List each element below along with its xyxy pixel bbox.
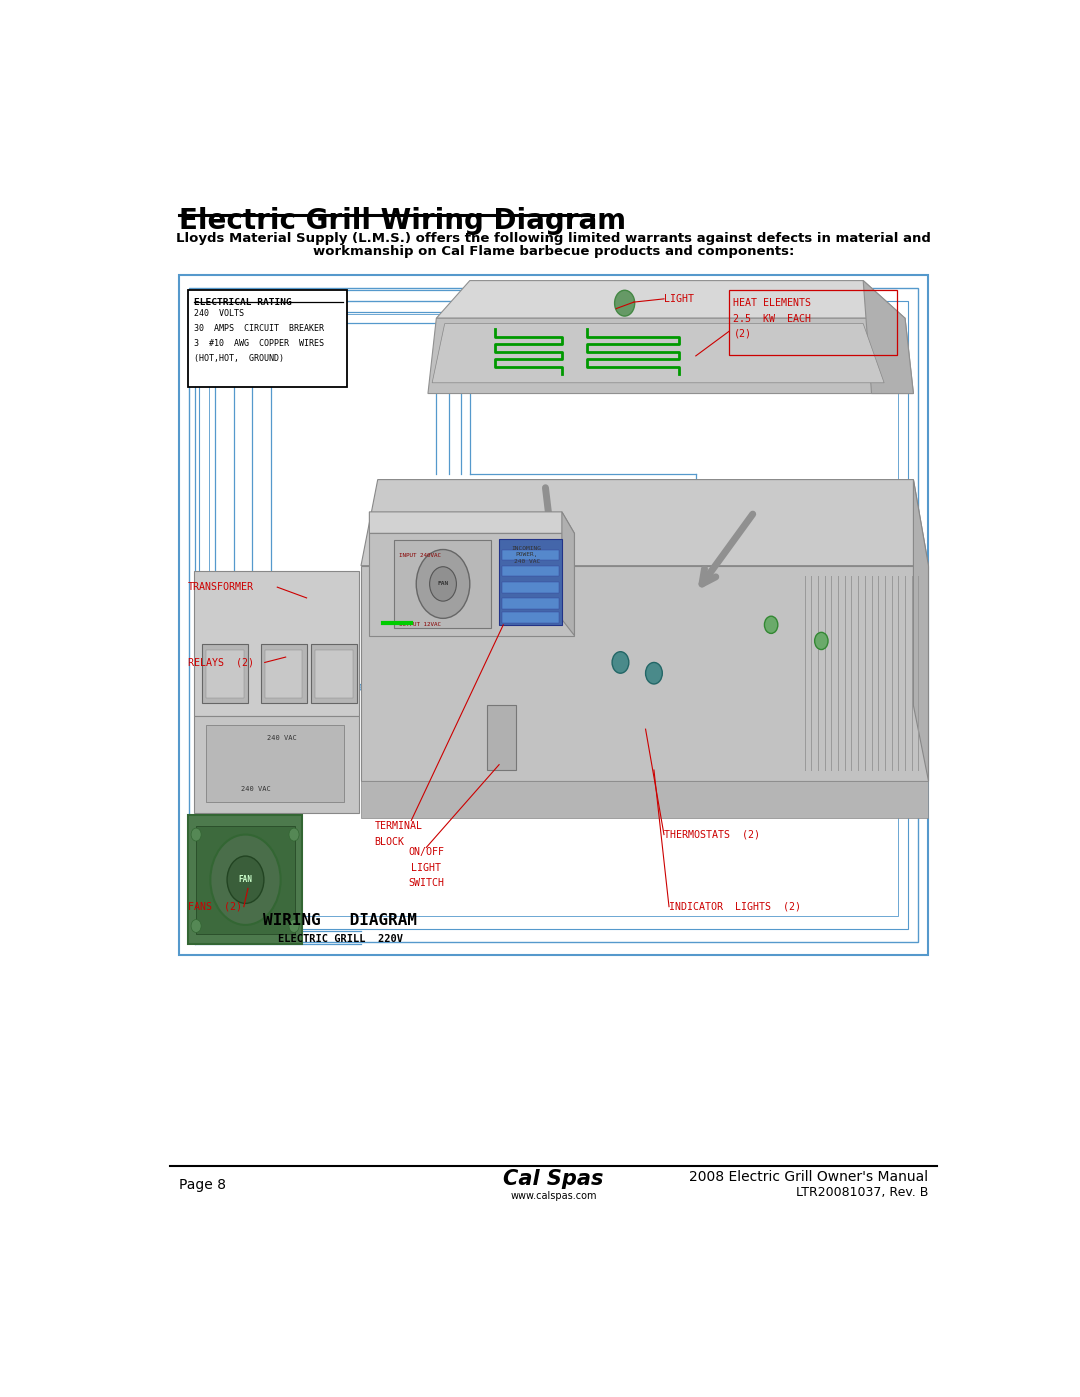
- Circle shape: [615, 291, 635, 316]
- Bar: [260, 644, 307, 703]
- Bar: [188, 291, 347, 387]
- Text: INPUT 240VAC: INPUT 240VAC: [399, 553, 441, 559]
- Text: ELECTRIC GRILL  220V: ELECTRIC GRILL 220V: [278, 935, 403, 944]
- Text: 3  #10  AWG  COPPER  WIRES: 3 #10 AWG COPPER WIRES: [193, 338, 324, 348]
- Circle shape: [765, 616, 778, 633]
- Polygon shape: [369, 534, 575, 636]
- Circle shape: [416, 549, 470, 619]
- Text: (2): (2): [733, 330, 752, 339]
- Circle shape: [211, 834, 281, 925]
- Text: 30  AMPS  CIRCUIT  BREAKER: 30 AMPS CIRCUIT BREAKER: [193, 324, 324, 332]
- Text: BLOCK: BLOCK: [375, 837, 404, 847]
- Text: INDICATOR  LIGHTS  (2): INDICATOR LIGHTS (2): [669, 901, 801, 912]
- Polygon shape: [863, 281, 914, 394]
- Polygon shape: [428, 319, 914, 394]
- Polygon shape: [432, 324, 885, 383]
- Bar: [208, 314, 899, 916]
- Text: SWITCH: SWITCH: [408, 877, 444, 887]
- Polygon shape: [499, 539, 562, 624]
- Bar: [501, 549, 558, 560]
- Text: WIRING   DIAGRAM: WIRING DIAGRAM: [264, 914, 417, 928]
- Bar: [501, 566, 558, 577]
- Text: FAN: FAN: [437, 581, 448, 587]
- Text: Page 8: Page 8: [178, 1178, 226, 1192]
- Text: LTR20081037, Rev. B: LTR20081037, Rev. B: [796, 1186, 929, 1199]
- Bar: [197, 826, 295, 933]
- Bar: [178, 275, 929, 956]
- Polygon shape: [562, 511, 575, 636]
- Text: TRANSFORMER: TRANSFORMER: [188, 583, 254, 592]
- Text: workmanship on Cal Flame barbecue products and components:: workmanship on Cal Flame barbecue produc…: [313, 244, 794, 258]
- Text: 2.5  KW  EACH: 2.5 KW EACH: [733, 314, 811, 324]
- Text: RELAYS  (2): RELAYS (2): [188, 658, 254, 668]
- Text: LIGHT: LIGHT: [664, 293, 694, 305]
- Circle shape: [227, 856, 264, 904]
- Text: Cal Spas: Cal Spas: [503, 1169, 604, 1189]
- Text: ON/OFF: ON/OFF: [408, 848, 444, 858]
- Text: Electric Grill Wiring Diagram: Electric Grill Wiring Diagram: [178, 207, 625, 236]
- Text: 240 VAC: 240 VAC: [242, 787, 271, 792]
- Bar: [206, 650, 244, 698]
- Text: OUTPUT 12VAC: OUTPUT 12VAC: [399, 622, 441, 627]
- Bar: [206, 725, 345, 802]
- Text: 240  VOLTS: 240 VOLTS: [193, 309, 244, 317]
- Text: THERMOSTATS  (2): THERMOSTATS (2): [664, 830, 760, 840]
- Polygon shape: [436, 281, 905, 319]
- Text: HEAT ELEMENTS: HEAT ELEMENTS: [733, 298, 811, 307]
- Text: LIGHT: LIGHT: [411, 862, 442, 873]
- Circle shape: [612, 651, 629, 673]
- Bar: [189, 288, 918, 942]
- Bar: [501, 598, 558, 609]
- Text: TERMINAL: TERMINAL: [375, 820, 422, 831]
- Bar: [202, 644, 248, 703]
- Polygon shape: [369, 511, 575, 534]
- Circle shape: [289, 828, 299, 841]
- Text: FANS  (2): FANS (2): [188, 901, 242, 912]
- Circle shape: [646, 662, 662, 685]
- Circle shape: [814, 633, 828, 650]
- Bar: [729, 291, 896, 355]
- Bar: [501, 612, 558, 623]
- Text: ELECTRICAL RATING: ELECTRICAL RATING: [193, 298, 292, 307]
- Polygon shape: [193, 717, 360, 813]
- Circle shape: [430, 567, 457, 601]
- Polygon shape: [361, 781, 929, 819]
- Text: www.calspas.com: www.calspas.com: [510, 1192, 597, 1201]
- Bar: [265, 650, 302, 698]
- Text: 2008 Electric Grill Owner's Manual: 2008 Electric Grill Owner's Manual: [689, 1169, 929, 1183]
- Circle shape: [191, 919, 201, 932]
- Text: Lloyds Material Supply (L.M.S.) offers the following limited warrants against de: Lloyds Material Supply (L.M.S.) offers t…: [176, 232, 931, 246]
- Text: INCOMING
POWER,
240 VAC: INCOMING POWER, 240 VAC: [512, 546, 542, 563]
- Circle shape: [191, 828, 201, 841]
- Bar: [501, 581, 558, 592]
- Polygon shape: [188, 816, 302, 944]
- Bar: [199, 300, 908, 929]
- Polygon shape: [361, 479, 929, 566]
- Polygon shape: [361, 566, 929, 781]
- Bar: [311, 644, 356, 703]
- Text: 240 VAC: 240 VAC: [267, 735, 296, 740]
- Polygon shape: [914, 479, 929, 781]
- Bar: [486, 705, 516, 770]
- Bar: [315, 650, 352, 698]
- Text: (HOT,HOT,  GROUND): (HOT,HOT, GROUND): [193, 353, 284, 363]
- Polygon shape: [193, 571, 360, 717]
- Bar: [394, 539, 490, 629]
- Text: FAN: FAN: [239, 876, 253, 884]
- Circle shape: [289, 919, 299, 932]
